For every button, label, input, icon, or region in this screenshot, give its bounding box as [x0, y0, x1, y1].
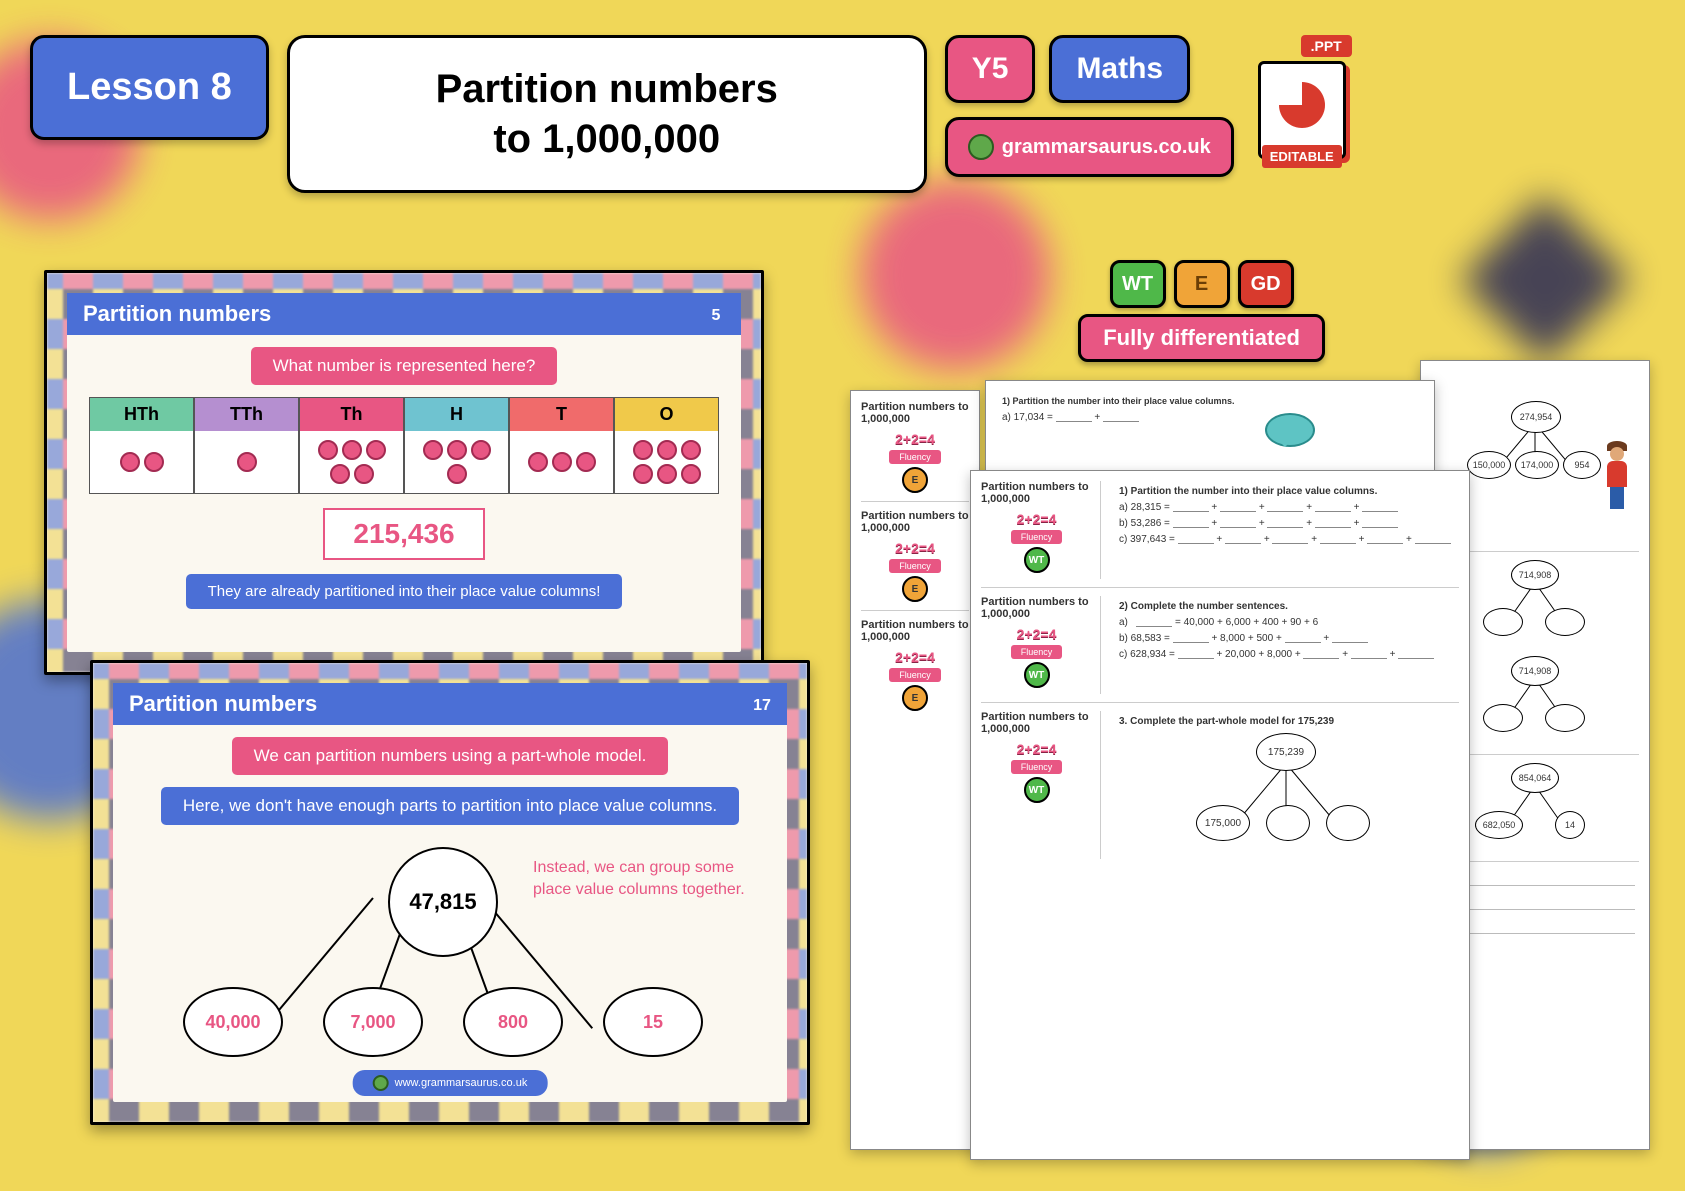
- counter-icon: [576, 452, 596, 472]
- whole-node: 47,815: [388, 847, 498, 957]
- counter-icon: [681, 440, 701, 460]
- question-banner: What number is represented here?: [251, 347, 558, 385]
- speech-bubble-icon: [1265, 413, 1315, 447]
- pv-cell: [90, 431, 193, 493]
- counter-icon: [447, 464, 467, 484]
- page-title: Partition numbers to 1,000,000: [350, 64, 864, 164]
- slide-header: Partition numbers: [113, 683, 787, 725]
- part-node: 800: [463, 987, 563, 1057]
- worksheet-back-left: Partition numbers to 1,000,000 2+2=4 Flu…: [850, 390, 980, 1150]
- part-node: 7,000: [323, 987, 423, 1057]
- pv-cell: [510, 431, 613, 493]
- editable-label: EDITABLE: [1262, 145, 1342, 168]
- header: Lesson 8 Partition numbers to 1,000,000 …: [30, 35, 1655, 193]
- slide-number: 5: [699, 299, 733, 333]
- pv-cell: [195, 431, 298, 493]
- slide-preview-1: Partition numbers 5 What number is repre…: [44, 270, 764, 675]
- slide-header: Partition numbers: [67, 293, 741, 335]
- worksheet-front: Partition numbers to 1,000,000 2+2=4 Flu…: [970, 470, 1470, 1160]
- pv-column-header: O: [615, 398, 718, 431]
- meta-column: Y5 Maths grammarsaurus.co.uk: [945, 35, 1234, 177]
- counter-icon: [318, 440, 338, 460]
- counter-icon: [471, 440, 491, 460]
- counter-icon: [552, 452, 572, 472]
- pv-column-header: H: [405, 398, 508, 431]
- counter-icon: [447, 440, 467, 460]
- counter-icon: [342, 440, 362, 460]
- pv-column-header: HTh: [90, 398, 193, 431]
- dino-icon: [373, 1075, 389, 1091]
- subject-badge: Maths: [1049, 35, 1190, 103]
- counter-icon: [330, 464, 350, 484]
- counter-icon: [423, 440, 443, 460]
- banner-1: We can partition numbers using a part-wh…: [232, 737, 669, 775]
- counter-icon: [633, 464, 653, 484]
- note-banner: They are already partitioned into their …: [186, 574, 623, 609]
- part-whole-model: 47,815 40,000 7,000 800 15 Instead, we c…: [113, 837, 787, 1067]
- answer-number: 215,436: [323, 508, 484, 560]
- pv-column-header: TTh: [195, 398, 298, 431]
- site-badge: grammarsaurus.co.uk: [945, 117, 1234, 177]
- differentiation-badges: WT E GD Fully differentiated: [1078, 260, 1325, 362]
- differentiated-label: Fully differentiated: [1078, 314, 1325, 362]
- pv-cell: [405, 431, 508, 493]
- gd-chip: GD: [1238, 260, 1294, 308]
- counter-icon: [657, 464, 677, 484]
- pv-cell: [300, 431, 403, 493]
- banner-2: Here, we don't have enough parts to part…: [161, 787, 739, 825]
- year-badge: Y5: [945, 35, 1036, 103]
- side-note: Instead, we can group some place value c…: [533, 857, 763, 902]
- title-card: Partition numbers to 1,000,000: [287, 35, 927, 193]
- counter-icon: [366, 440, 386, 460]
- slide-footer: www.grammarsaurus.co.uk: [353, 1070, 548, 1096]
- place-value-table: HThTThThHTO: [89, 397, 719, 494]
- counter-icon: [681, 464, 701, 484]
- counter-icon: [237, 452, 257, 472]
- counter-icon: [633, 440, 653, 460]
- counter-icon: [120, 452, 140, 472]
- counter-icon: [657, 440, 677, 460]
- pv-cell: [615, 431, 718, 493]
- pv-column-header: Th: [300, 398, 403, 431]
- slide-number: 17: [745, 689, 779, 723]
- part-node: 15: [603, 987, 703, 1057]
- counter-icon: [354, 464, 374, 484]
- counter-icon: [144, 452, 164, 472]
- part-node: 40,000: [183, 987, 283, 1057]
- dino-icon: [968, 134, 994, 160]
- wt-chip: WT: [1110, 260, 1166, 308]
- ppt-ext-label: .PPT: [1301, 35, 1352, 57]
- e-chip: E: [1174, 260, 1230, 308]
- ppt-badge: .PPT EDITABLE: [1252, 35, 1352, 168]
- lesson-badge: Lesson 8: [30, 35, 269, 140]
- counter-icon: [528, 452, 548, 472]
- pv-column-header: T: [510, 398, 613, 431]
- slide-preview-2: Partition numbers 17 We can partition nu…: [90, 660, 810, 1125]
